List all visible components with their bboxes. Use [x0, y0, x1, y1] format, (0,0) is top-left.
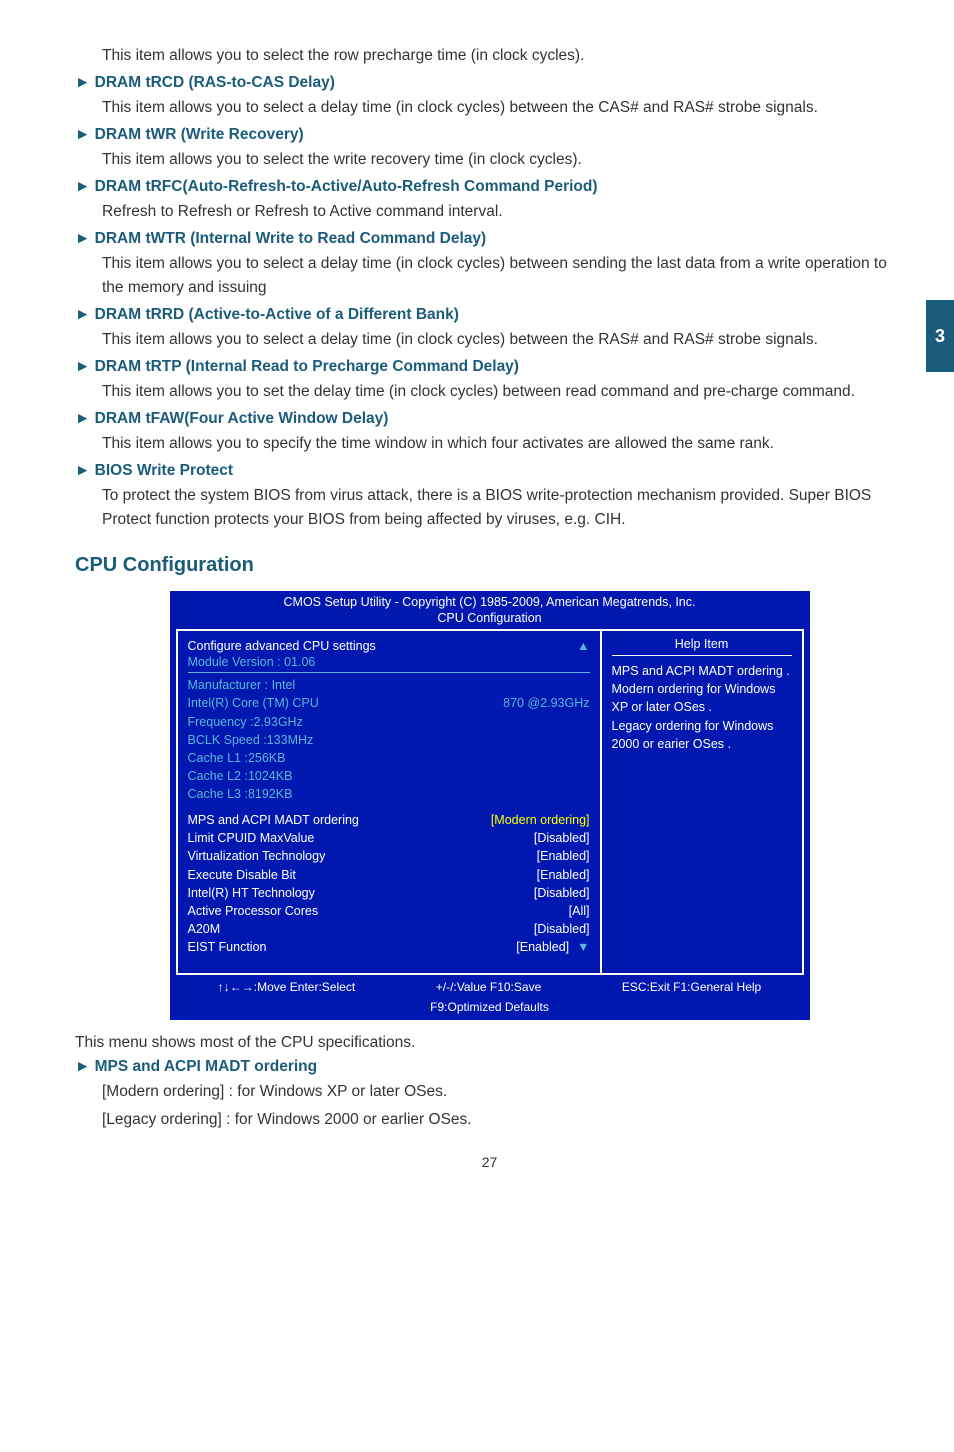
bios-setting-row[interactable]: MPS and ACPI MADT ordering[Modern orderi…: [188, 811, 590, 829]
item-0: ► DRAM tRCD (RAS-to-CAS Delay) This item…: [75, 74, 904, 120]
scroll-up-icon: ▲: [577, 637, 589, 655]
item-6: ► DRAM tFAW(Four Active Window Delay) Th…: [75, 410, 904, 456]
item-head: ► DRAM tRCD (RAS-to-CAS Delay): [75, 74, 904, 92]
bios-footer: ↑↓←→:Move Enter:Select +/-/:Value F10:Sa…: [170, 975, 810, 1000]
bios-info-row: Cache L1 :256KB: [188, 749, 590, 767]
bios-info-row: Cache L2 :1024KB: [188, 767, 590, 785]
item-desc: This item allows you to select a delay t…: [102, 328, 904, 352]
bios-setting-row[interactable]: EIST Function[Enabled]▼: [188, 938, 590, 956]
item-head: ► DRAM tRFC(Auto-Refresh-to-Active/Auto-…: [75, 178, 904, 196]
bios-setting-row[interactable]: Execute Disable Bit[Enabled]: [188, 866, 590, 884]
section-title: CPU Configuration: [75, 554, 904, 577]
item-head: ► DRAM tWTR (Internal Write to Read Comm…: [75, 230, 904, 248]
bios-info-row: Frequency :2.93GHz: [188, 713, 590, 731]
bios-help-panel: Help Item MPS and ACPI MADT ordering . M…: [602, 631, 804, 973]
bios-info-row: Cache L3 :8192KB: [188, 785, 590, 803]
item-5: ► DRAM tRTP (Internal Read to Precharge …: [75, 358, 904, 404]
scroll-down-icon: ▼: [577, 938, 589, 956]
help-title: Help Item: [612, 637, 792, 651]
item-1: ► DRAM tWR (Write Recovery) This item al…: [75, 126, 904, 172]
divider: [612, 655, 792, 656]
footer-defaults: F9:Optimized Defaults: [170, 1000, 810, 1020]
item-3: ► DRAM tWTR (Internal Write to Read Comm…: [75, 230, 904, 300]
item-desc: This item allows you to select the write…: [102, 148, 904, 172]
bios-info-row: BCLK Speed :133MHz: [188, 731, 590, 749]
item-head: ► DRAM tFAW(Four Active Window Delay): [75, 410, 904, 428]
bios-setting-row[interactable]: Limit CPUID MaxValue[Disabled]: [188, 829, 590, 847]
footer-value: +/-/:Value F10:Save: [436, 980, 542, 994]
item-head: ► DRAM tWR (Write Recovery): [75, 126, 904, 144]
bios-setting-row[interactable]: Virtualization Technology[Enabled]: [188, 847, 590, 865]
item-desc: To protect the system BIOS from virus at…: [102, 484, 904, 532]
bios-info-row: Intel(R) Core (TM) CPU870 @2.93GHz: [188, 694, 590, 712]
item-head: ► BIOS Write Protect: [75, 462, 904, 480]
intro-text: This item allows you to select the row p…: [102, 44, 904, 68]
footer-move: ↑↓←→:Move Enter:Select: [218, 980, 355, 994]
bios-info-row: Manufacturer : Intel: [188, 676, 590, 694]
item-2: ► DRAM tRFC(Auto-Refresh-to-Active/Auto-…: [75, 178, 904, 224]
bios-title: CMOS Setup Utility - Copyright (C) 1985-…: [170, 591, 810, 611]
mps-l1: [Modern ordering] : for Windows XP or la…: [102, 1080, 904, 1104]
footer-exit: ESC:Exit F1:General Help: [622, 980, 761, 994]
item-desc: This item allows you to set the delay ti…: [102, 380, 904, 404]
bios-screenshot: CMOS Setup Utility - Copyright (C) 1985-…: [170, 591, 810, 1020]
item-desc: Refresh to Refresh or Refresh to Active …: [102, 200, 904, 224]
help-text: MPS and ACPI MADT ordering . Modern orde…: [612, 662, 792, 753]
item-desc: This item allows you to specify the time…: [102, 432, 904, 456]
item-desc: This item allows you to select a delay t…: [102, 252, 904, 300]
divider: [188, 672, 590, 673]
item-desc: This item allows you to select a delay t…: [102, 96, 904, 120]
mps-head: ► MPS and ACPI MADT ordering: [75, 1058, 904, 1076]
bios-subtitle: CPU Configuration: [170, 611, 810, 629]
item-7: ► BIOS Write Protect To protect the syst…: [75, 462, 904, 532]
page-number: 27: [75, 1154, 904, 1170]
bios-left-header: Configure advanced CPU settings: [188, 637, 376, 655]
item-4: ► DRAM tRRD (Active-to-Active of a Diffe…: [75, 306, 904, 352]
bios-left-panel: Configure advanced CPU settings ▲ Module…: [176, 631, 602, 973]
side-tab: 3: [926, 300, 954, 372]
bios-setting-row[interactable]: Intel(R) HT Technology[Disabled]: [188, 884, 590, 902]
item-head: ► DRAM tRRD (Active-to-Active of a Diffe…: [75, 306, 904, 324]
module-version: Module Version : 01.06: [188, 655, 590, 669]
bios-setting-row[interactable]: Active Processor Cores[All]: [188, 902, 590, 920]
bios-setting-row[interactable]: A20M[Disabled]: [188, 920, 590, 938]
item-head: ► DRAM tRTP (Internal Read to Precharge …: [75, 358, 904, 376]
after-bios-text: This menu shows most of the CPU specific…: [75, 1034, 904, 1052]
mps-l2: [Legacy ordering] : for Windows 2000 or …: [102, 1108, 904, 1132]
